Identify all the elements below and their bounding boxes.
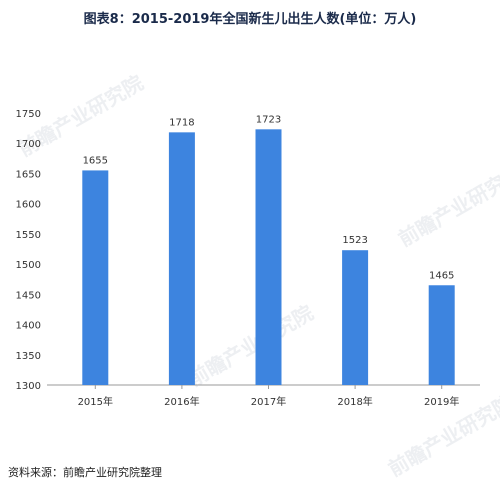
- y-tick-label: 1750: [16, 109, 41, 120]
- bar: [255, 129, 282, 385]
- x-tick-label: 2018年: [337, 395, 372, 408]
- bar: [428, 285, 455, 385]
- data-label: 1655: [83, 155, 108, 166]
- source-note: 资料来源：前瞻产业研究院整理: [8, 466, 162, 479]
- data-label: 1523: [342, 235, 367, 246]
- y-tick-label: 1650: [16, 169, 41, 180]
- data-label: 1718: [169, 117, 194, 128]
- y-tick-label: 1400: [16, 321, 41, 332]
- bar: [342, 250, 369, 385]
- y-tick-label: 1700: [16, 139, 41, 150]
- y-tick-label: 1500: [16, 260, 41, 271]
- y-tick-label: 1550: [16, 230, 41, 241]
- x-tick-label: 2019年: [424, 395, 459, 408]
- data-label: 1465: [429, 270, 454, 281]
- bar: [168, 132, 195, 385]
- y-tick-label: 1450: [16, 290, 41, 301]
- x-tick-label: 2017年: [251, 395, 286, 408]
- x-tick-label: 2016年: [164, 395, 199, 408]
- chart-title: 图表8：2015-2019年全国新生儿出生人数(单位：万人): [83, 12, 417, 27]
- bar: [82, 170, 109, 385]
- x-tick-label: 2015年: [78, 395, 113, 408]
- y-tick-label: 1350: [16, 351, 41, 362]
- y-tick-label: 1600: [16, 200, 41, 211]
- y-tick-label: 1300: [16, 381, 41, 392]
- data-label: 1723: [256, 114, 281, 125]
